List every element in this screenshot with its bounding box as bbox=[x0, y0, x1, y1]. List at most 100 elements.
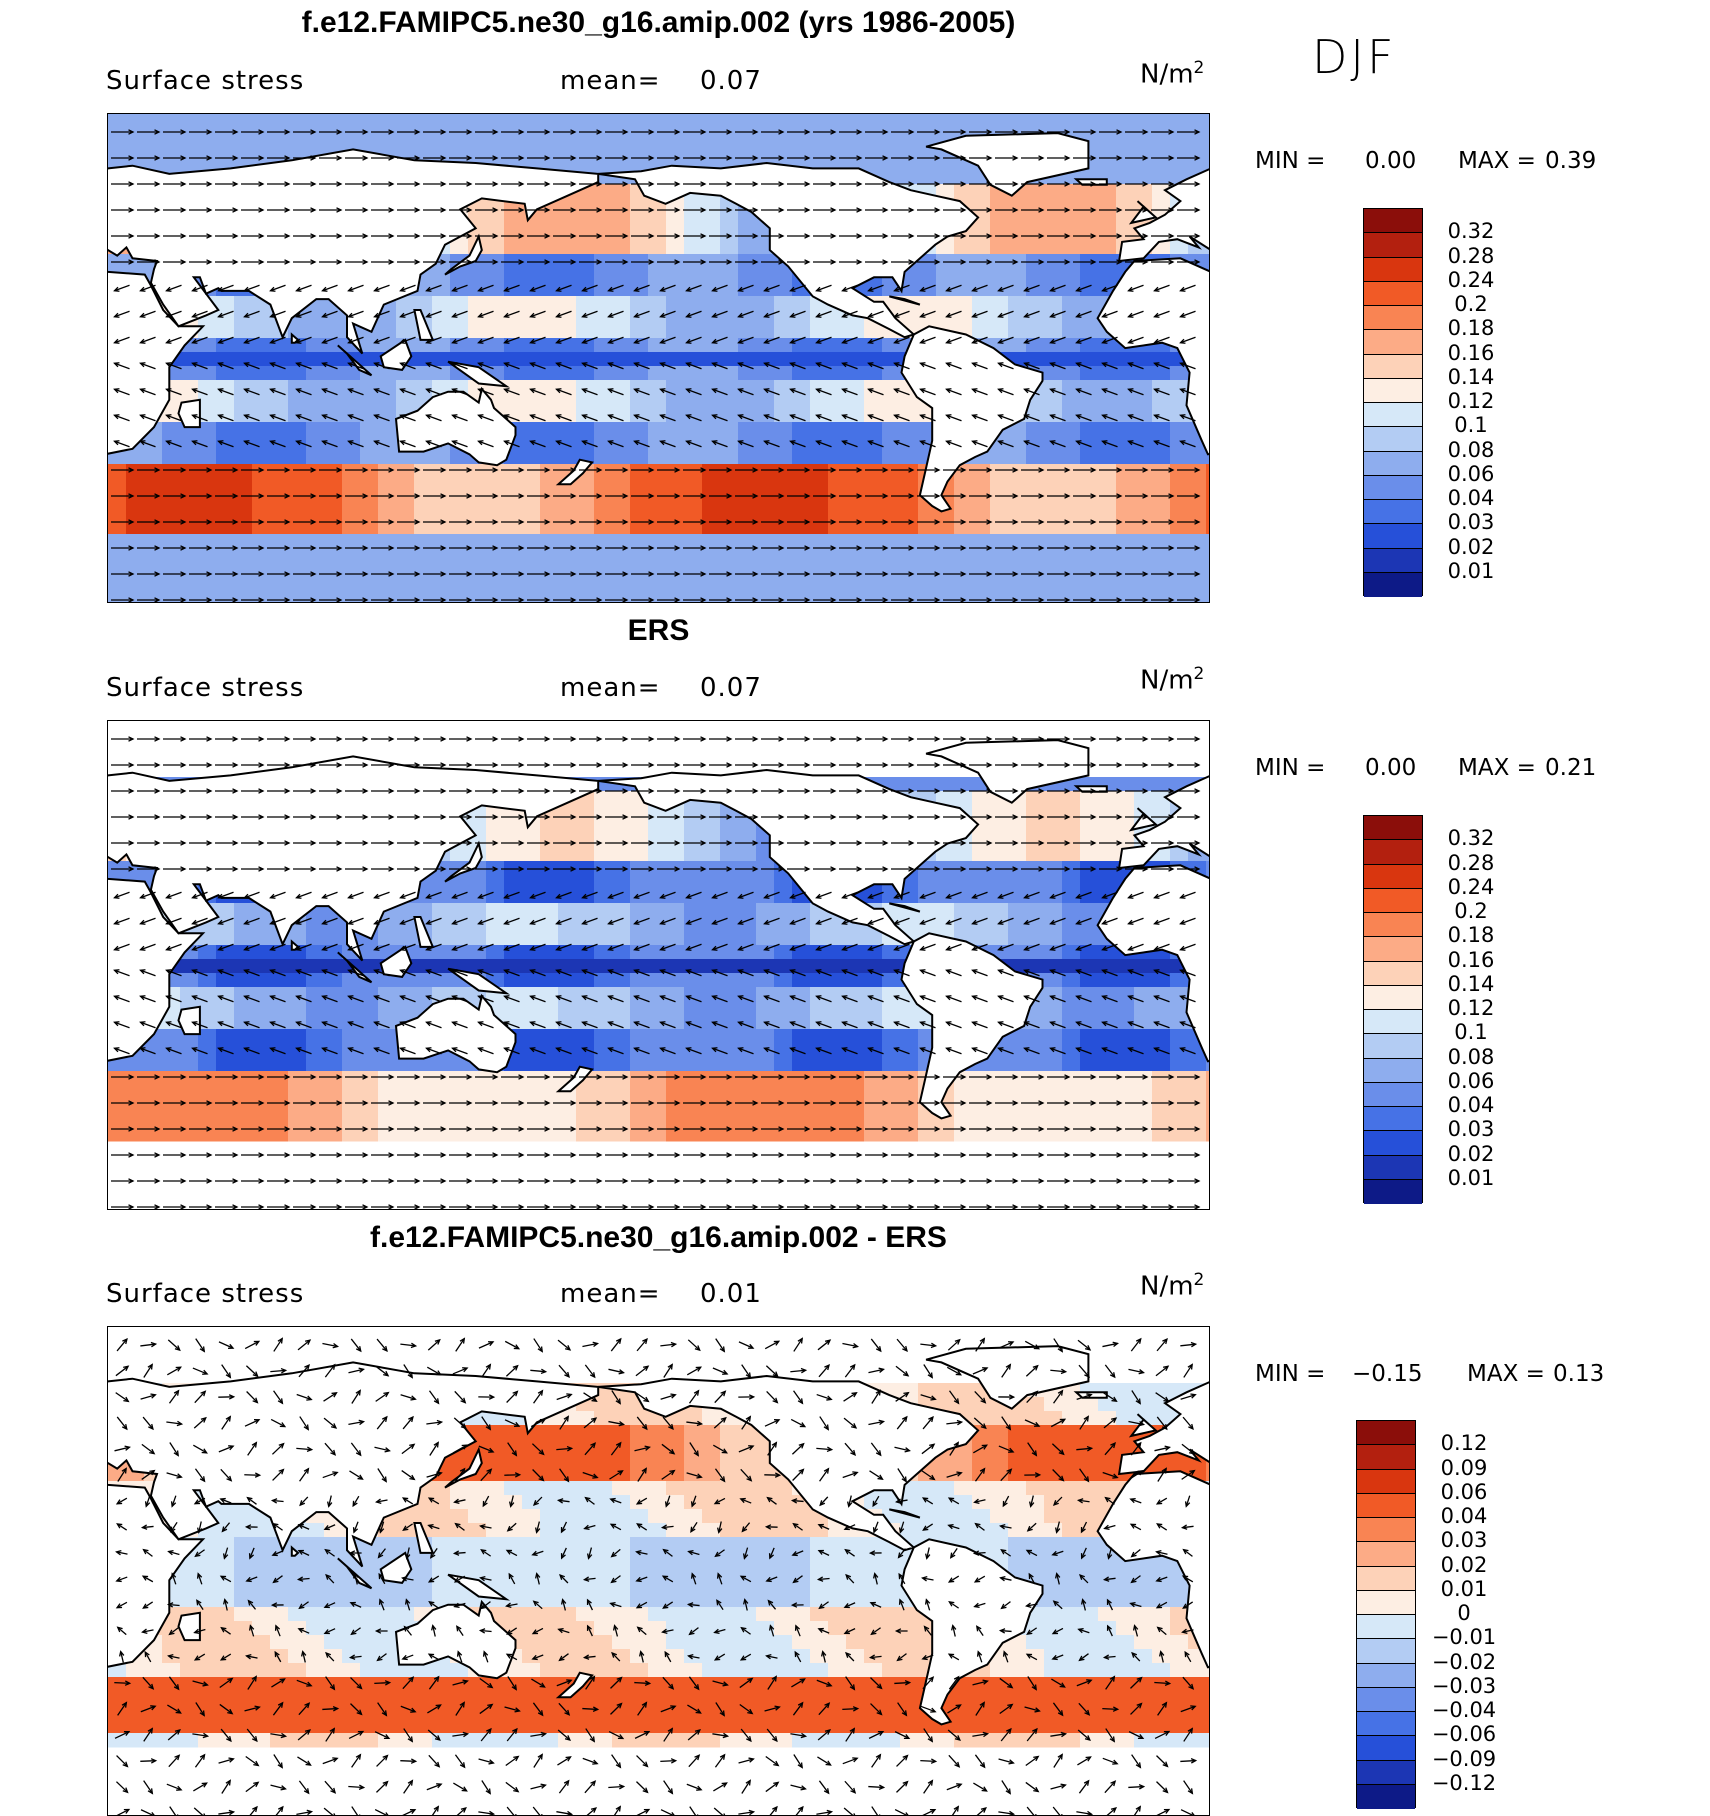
stress-vector bbox=[924, 1781, 933, 1794]
colorbar-swatch bbox=[1364, 573, 1422, 597]
stress-vector bbox=[787, 1205, 809, 1209]
stress-vector bbox=[241, 1179, 263, 1183]
stress-vector bbox=[348, 1785, 363, 1789]
stress-vector bbox=[137, 1205, 159, 1209]
colorbar-tick-label: 0.28 bbox=[1431, 851, 1511, 875]
stress-vector bbox=[579, 1153, 601, 1157]
stress-vector bbox=[1099, 1205, 1121, 1209]
stress-vector bbox=[660, 1759, 675, 1763]
stress-vector bbox=[1099, 1153, 1121, 1157]
stress-vector bbox=[144, 1365, 152, 1378]
stress-vector bbox=[891, 1179, 913, 1183]
stress-vector bbox=[657, 1205, 679, 1209]
colorbar-tick-label: 0.03 bbox=[1431, 1117, 1511, 1141]
stress-vector bbox=[534, 1755, 542, 1768]
stress-vector bbox=[995, 1179, 1017, 1183]
stress-vector bbox=[111, 1205, 133, 1209]
stress-vector bbox=[297, 1757, 310, 1765]
stress-vector bbox=[428, 1340, 439, 1350]
mean-label: mean= bbox=[560, 66, 661, 96]
stress-vector bbox=[791, 1785, 806, 1790]
colorbar-swatch bbox=[1364, 282, 1422, 306]
stress-vector bbox=[423, 1153, 445, 1157]
stress-vector bbox=[766, 1782, 778, 1791]
stress-vector bbox=[605, 737, 627, 741]
colorbar-swatch bbox=[1357, 1470, 1415, 1494]
stress-vector bbox=[553, 1179, 575, 1183]
stress-vector bbox=[761, 1153, 783, 1157]
colorbar-tick-label: 0.14 bbox=[1431, 365, 1511, 389]
stress-vector bbox=[1099, 737, 1121, 741]
colorbar-swatch bbox=[1364, 452, 1422, 476]
stress-vector bbox=[716, 1339, 725, 1352]
stress-vector bbox=[167, 1367, 180, 1375]
stress-vector bbox=[427, 1784, 441, 1790]
stress-vector bbox=[246, 1782, 258, 1791]
stress-vector bbox=[506, 1757, 519, 1766]
stress-vector bbox=[501, 763, 523, 767]
stress-vector bbox=[973, 1783, 986, 1791]
stress-vector bbox=[839, 1205, 861, 1209]
stress-vector bbox=[683, 1153, 705, 1157]
stress-vector bbox=[585, 1365, 594, 1377]
colorbar-tick-label: 0.12 bbox=[1431, 996, 1511, 1020]
stress-vector bbox=[818, 1340, 830, 1350]
stress-vector bbox=[1021, 1205, 1043, 1209]
stress-vector bbox=[299, 1781, 308, 1793]
stress-vector bbox=[713, 1783, 726, 1791]
continent-outline bbox=[179, 1007, 200, 1034]
stress-vector bbox=[917, 737, 939, 741]
mean-label: mean= bbox=[560, 673, 661, 703]
stress-vector bbox=[735, 1153, 757, 1157]
stress-vector bbox=[1073, 1179, 1095, 1183]
stress-vector bbox=[423, 1179, 445, 1183]
stress-vector bbox=[579, 737, 601, 741]
stress-vector bbox=[449, 737, 471, 741]
colorbar-swatch bbox=[1364, 330, 1422, 354]
stress-vector bbox=[713, 1368, 727, 1374]
stress-vector bbox=[761, 1179, 783, 1183]
stress-vector bbox=[293, 1179, 315, 1183]
stress-vector bbox=[215, 763, 237, 767]
stress-vector bbox=[246, 1757, 259, 1766]
stress-vector bbox=[144, 1781, 153, 1794]
surface-stress-map bbox=[108, 1327, 1210, 1816]
colorbar-swatch bbox=[1364, 209, 1422, 233]
stress-vector bbox=[553, 737, 575, 741]
colorbar-swatch bbox=[1364, 355, 1422, 379]
colorbar-tick-label: −0.01 bbox=[1424, 1625, 1504, 1649]
stress-vector bbox=[376, 1782, 387, 1793]
stress-vector bbox=[274, 1339, 282, 1352]
stress-vector bbox=[943, 1205, 965, 1209]
stress-vector bbox=[896, 1782, 907, 1793]
stress-vector bbox=[559, 1781, 568, 1793]
stress-vector bbox=[293, 737, 315, 741]
stress-vector bbox=[605, 763, 627, 767]
colorbar-swatch bbox=[1357, 1591, 1415, 1615]
stress-vector bbox=[636, 1366, 648, 1375]
stress-vector bbox=[739, 1342, 753, 1348]
surface-stress-map bbox=[108, 114, 1210, 603]
stress-vector bbox=[479, 1342, 493, 1348]
stress-vector bbox=[1177, 1205, 1199, 1209]
stress-vector bbox=[787, 1179, 809, 1183]
stress-vector bbox=[1157, 1339, 1167, 1351]
colorbar-tick-label: 0.12 bbox=[1424, 1431, 1504, 1455]
stress-vector bbox=[137, 1153, 159, 1157]
colorbar-swatch bbox=[1357, 1664, 1415, 1688]
min-value: −0.15 bbox=[1352, 1361, 1422, 1387]
stress-vector bbox=[865, 1179, 887, 1183]
stress-vector bbox=[612, 1755, 621, 1768]
stress-vector bbox=[219, 1758, 234, 1763]
stress-vector bbox=[117, 1339, 127, 1351]
stress-vector bbox=[891, 1153, 913, 1157]
colorbar-swatch bbox=[1364, 913, 1422, 937]
map-panel bbox=[107, 113, 1210, 603]
stress-vector bbox=[241, 737, 263, 741]
colorbar-tick-label: 0.01 bbox=[1424, 1577, 1504, 1601]
stress-vector bbox=[715, 1755, 724, 1767]
stress-vector bbox=[274, 1755, 282, 1768]
units-label: N/m2 bbox=[1140, 664, 1204, 696]
stress-vector bbox=[917, 1205, 939, 1209]
stress-vector bbox=[794, 1339, 802, 1352]
